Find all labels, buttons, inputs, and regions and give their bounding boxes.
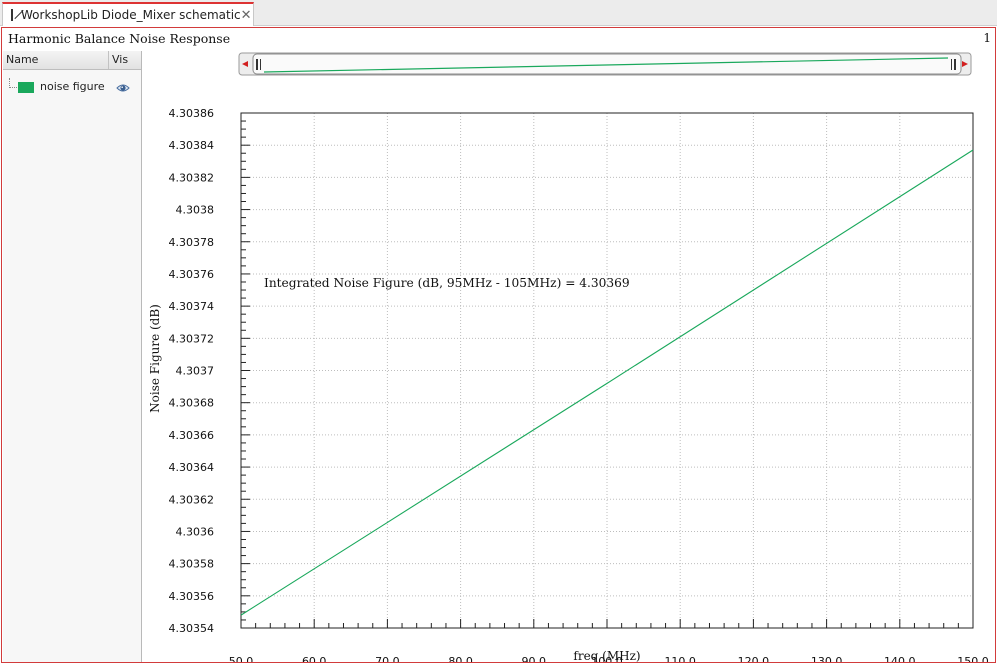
x-scroll-overview[interactable] [238, 52, 972, 76]
subwindow-number: 1 [983, 31, 991, 45]
graph-window: Harmonic Balance Noise Response 1 Name V… [1, 27, 996, 663]
y-tick-label: 4.30356 [169, 590, 215, 603]
axis-tick-labels: 50.0 60.0 70.0 80.0 90.0 100.0 110.0 120.0 130.0… [169, 107, 989, 662]
x-tick-label: 90.0 [522, 655, 547, 662]
scroll-thumb-left-grip-line [260, 59, 261, 70]
y-tick-label: 4.3036 [176, 525, 215, 538]
y-axis-label: Noise Figure (dB) [148, 304, 162, 413]
x-tick-label: 140.0 [884, 655, 916, 662]
y-tick-label: 4.30362 [169, 493, 215, 506]
scroll-thumb-left-grip[interactable] [256, 59, 258, 70]
x-tick-label: 120.0 [738, 655, 770, 662]
y-tick-label: 4.3038 [176, 204, 215, 217]
column-header-name[interactable]: Name [3, 51, 109, 69]
y-tick-label: 4.30364 [169, 461, 215, 474]
scroll-thumb-right-grip[interactable] [954, 59, 956, 70]
noise-figure-chart: 50.0 60.0 70.0 80.0 90.0 100.0 110.0 120.0 130.0… [148, 52, 989, 662]
eye-icon[interactable] [116, 81, 130, 95]
y-tick-label: 4.30358 [169, 558, 215, 571]
y-tick-label: 4.30374 [169, 300, 215, 313]
integrated-noise-annotation: Integrated Noise Figure (dB, 95MHz - 105… [264, 276, 630, 290]
scroll-left-arrow[interactable] [242, 61, 248, 67]
overview-trace [263, 57, 949, 73]
y-tick-label: 4.30366 [169, 429, 215, 442]
noise-figure-trace[interactable] [240, 149, 974, 616]
x-tick-label: 60.0 [302, 655, 327, 662]
scroll-thumb-right-grip-line [951, 59, 952, 70]
scroll-thumb[interactable] [252, 53, 962, 75]
tab-bar: WorkshopLib Diode_Mixer schematic ✕ [0, 0, 997, 26]
x-tick-label: 150.0 [957, 655, 989, 662]
close-icon[interactable]: ✕ [240, 7, 252, 23]
legend-panel: Name Vis noise figure [3, 51, 142, 662]
y-tick-label: 4.30372 [169, 332, 215, 345]
schematic-icon [11, 9, 13, 21]
y-tick-label: 4.30386 [169, 107, 215, 120]
y-tick-label: 4.30368 [169, 397, 215, 410]
y-tick-label: 4.30354 [169, 622, 215, 635]
tab-title: WorkshopLib Diode_Mixer schematic [21, 8, 241, 22]
x-tick-label: 80.0 [448, 655, 473, 662]
plot-area[interactable]: 50.0 60.0 70.0 80.0 90.0 100.0 110.0 120.0 130.0… [143, 51, 995, 662]
legend-item-label: noise figure [40, 80, 105, 93]
x-tick-label: 70.0 [375, 655, 400, 662]
x-tick-label: 130.0 [811, 655, 843, 662]
legend-item-noise-figure[interactable]: noise figure [3, 78, 141, 100]
x-tick-label: 100.0 [591, 655, 623, 662]
grid-lines [241, 113, 973, 628]
y-tick-label: 4.30384 [169, 139, 215, 152]
y-tick-label: 4.30378 [169, 236, 215, 249]
scroll-right-arrow[interactable] [962, 61, 968, 67]
x-tick-label: 50.0 [229, 655, 254, 662]
legend-header: Name Vis [3, 51, 141, 70]
x-tick-label: 110.0 [664, 655, 696, 662]
y-tick-label: 4.30376 [169, 268, 215, 281]
graph-title: Harmonic Balance Noise Response [8, 31, 231, 46]
column-header-vis[interactable]: Vis [112, 53, 129, 66]
axis-ticks [240, 112, 974, 629]
tab-diode-mixer-schematic[interactable]: WorkshopLib Diode_Mixer schematic ✕ [2, 2, 254, 26]
tree-connector [9, 78, 17, 88]
x-axis-label: freq (MHz) [573, 649, 640, 662]
y-tick-label: 4.3037 [176, 365, 215, 378]
trace-color-swatch [18, 82, 34, 93]
y-tick-label: 4.30382 [169, 171, 215, 184]
